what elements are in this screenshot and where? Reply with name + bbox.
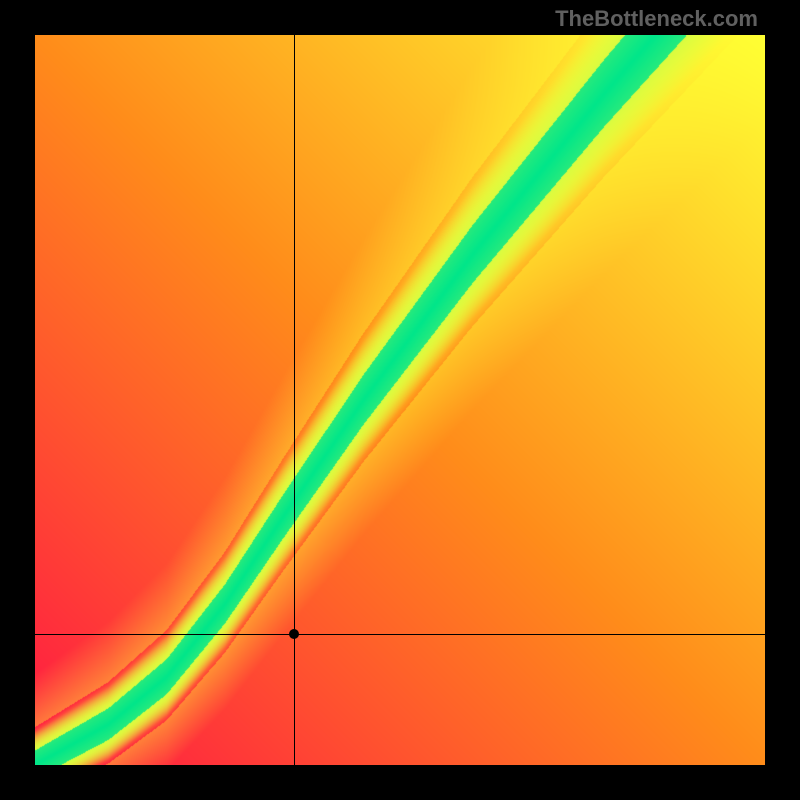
crosshair-vertical: [294, 35, 295, 765]
heatmap-canvas: [35, 35, 765, 765]
plot-area: [35, 35, 765, 765]
watermark-text: TheBottleneck.com: [555, 6, 758, 32]
crosshair-horizontal: [35, 634, 765, 635]
crosshair-marker: [289, 629, 299, 639]
